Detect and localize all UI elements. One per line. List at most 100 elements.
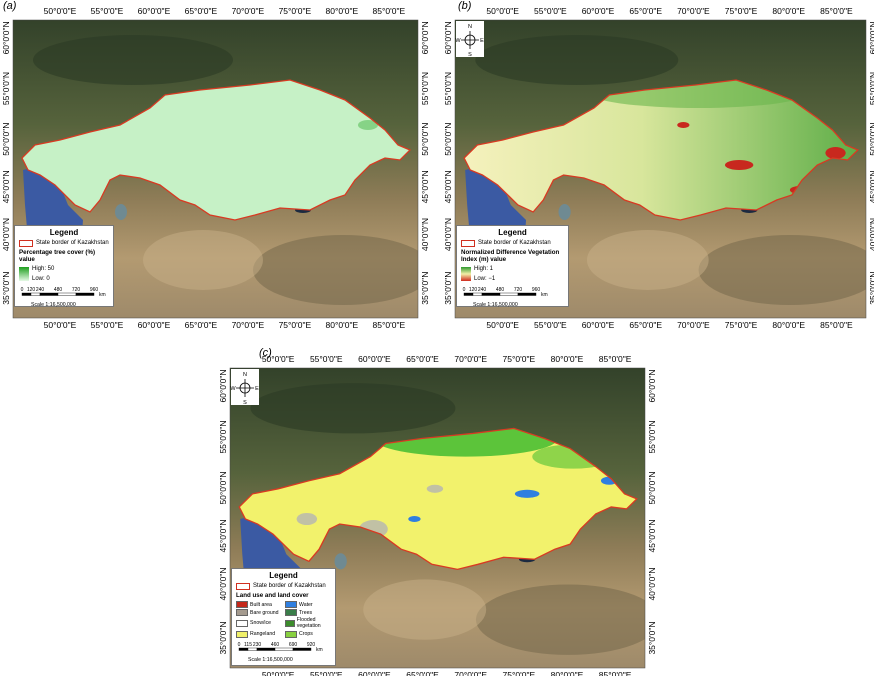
scale-value: 0 — [238, 642, 241, 648]
scale-segment — [499, 292, 519, 296]
longitude-label: 75°0'0"E — [503, 354, 536, 364]
legend-row: State border of Kazakhstan — [236, 583, 331, 590]
latitude-label: 40°0'0"N — [218, 567, 228, 600]
class-name: Water — [299, 601, 313, 608]
latitude-label: 55°0'0"N — [443, 72, 453, 105]
scale-value: 240 — [36, 287, 45, 293]
legend-label: State border of Kazakhstan — [478, 239, 551, 246]
scale-value: 230 — [253, 642, 262, 648]
scale-segment — [472, 292, 483, 296]
scale-unit: km — [316, 647, 323, 653]
latitude-label: 50°0'0"N — [218, 471, 228, 504]
longitude-label: 65°0'0"E — [406, 670, 439, 676]
legend-title: Legend — [49, 228, 79, 237]
scale-text: Scale 1:16,500,000 — [473, 302, 518, 309]
longitude-label: 55°0'0"E — [91, 320, 124, 330]
longitude-label: 65°0'0"E — [629, 320, 662, 330]
layer-title: Percentage tree cover (%) value — [19, 248, 96, 264]
longitude-label: 75°0'0"E — [279, 320, 312, 330]
longitude-label: 75°0'0"E — [279, 6, 312, 16]
longitude-label: 50°0'0"E — [262, 670, 295, 676]
longitude-label: 50°0'0"E — [486, 6, 519, 16]
longitude-label: 60°0'0"E — [358, 670, 391, 676]
latitude-label: 55°0'0"N — [218, 420, 228, 453]
scale-segment — [463, 292, 474, 296]
class-swatch — [236, 601, 248, 609]
lake — [115, 204, 127, 220]
longitude-label: 70°0'0"E — [677, 6, 710, 16]
state-border — [21, 79, 412, 221]
layer-title: Land use and land cover — [236, 591, 309, 599]
longitude-label: 80°0'0"E — [772, 6, 805, 16]
tree-cover — [22, 80, 410, 220]
legend-label: State border of Kazakhstan — [253, 582, 326, 589]
compass-letter: S — [468, 52, 472, 58]
scale-segment — [57, 292, 77, 296]
water — [514, 489, 540, 498]
legend: Legend State border of Kazakhstan Normaliz… — [456, 225, 569, 309]
legend: Legend State border of Kazakhstan Percenta… — [14, 225, 114, 308]
legend-row: State border of Kazakhstan — [19, 240, 109, 247]
longitude-label: 80°0'0"E — [326, 6, 359, 16]
class-name: Crops — [299, 631, 313, 638]
compass-letter: N — [243, 372, 247, 378]
longitude-label: 85°0'0"E — [373, 320, 406, 330]
panel-label: (c) — [259, 347, 272, 359]
latitude-label: 55°0'0"N — [1, 72, 11, 105]
longitude-label: 85°0'0"E — [373, 6, 406, 16]
scale-text: Scale 1:16,500,000 — [248, 656, 293, 663]
longitude-label: 60°0'0"E — [582, 6, 615, 16]
ramp-labels: High: 50 Low: 0 — [32, 266, 54, 283]
scale-segment — [238, 647, 249, 651]
class-item: Built area — [236, 601, 282, 609]
ramp-labels: High: 1 Low: −1 — [474, 266, 495, 283]
class-name: Built area — [250, 601, 272, 608]
map — [455, 20, 866, 318]
longitude-label: 85°0'0"E — [599, 354, 632, 364]
map-frame — [229, 367, 646, 669]
class-item: Water — [285, 601, 331, 609]
lake — [558, 204, 571, 220]
compass-letter: W — [455, 38, 461, 44]
latitude-label: 60°0'0"N — [443, 21, 453, 54]
scale-value: 480 — [54, 287, 63, 293]
class-name: Bare ground — [250, 609, 279, 616]
class-name: Trees — [299, 609, 313, 616]
scale-value: 0 — [21, 287, 24, 293]
longitude-label: 55°0'0"E — [310, 670, 343, 676]
compass-cross — [236, 379, 254, 397]
class-item: Bare ground — [236, 609, 282, 617]
ramp-low: Low: 0 — [32, 275, 50, 282]
latitude-label: 45°0'0"N — [420, 170, 430, 203]
lake — [334, 553, 347, 570]
country — [22, 80, 410, 220]
legend-title: Legend — [269, 571, 298, 580]
latitude-label: 60°0'0"N — [647, 369, 657, 402]
terrain-patch — [143, 230, 263, 290]
class-swatch — [285, 619, 295, 627]
ramp-low: Low: −1 — [474, 275, 496, 282]
longitude-label: 50°0'0"E — [44, 320, 77, 330]
longitude-label: 60°0'0"E — [138, 320, 171, 330]
legend: Legend State border of Kazakhstan Land use… — [231, 568, 336, 666]
latitude-label: 50°0'0"N — [443, 123, 453, 156]
longitude-label: 85°0'0"E — [820, 320, 853, 330]
class-item: Flooded vegetation — [285, 617, 331, 629]
map — [230, 368, 645, 668]
panel-label: (b) — [458, 0, 472, 12]
latitude-label: 35°0'0"N — [868, 272, 874, 305]
latitude-label: 60°0'0"N — [420, 21, 430, 54]
scale-segment — [30, 292, 41, 296]
terrain-patch — [586, 230, 709, 290]
ramp-high: High: 1 — [474, 265, 494, 272]
longitude-label: 70°0'0"E — [232, 6, 265, 16]
class-name: Rangeland — [250, 631, 276, 638]
scale-value: 120 — [469, 287, 478, 293]
latitude-label: 50°0'0"N — [868, 123, 874, 156]
terrain-patch — [363, 579, 487, 640]
scale-value: 960 — [90, 287, 99, 293]
latitude-label: 50°0'0"N — [420, 123, 430, 156]
scale-segment — [274, 647, 294, 651]
scale-unit: km — [99, 292, 106, 298]
